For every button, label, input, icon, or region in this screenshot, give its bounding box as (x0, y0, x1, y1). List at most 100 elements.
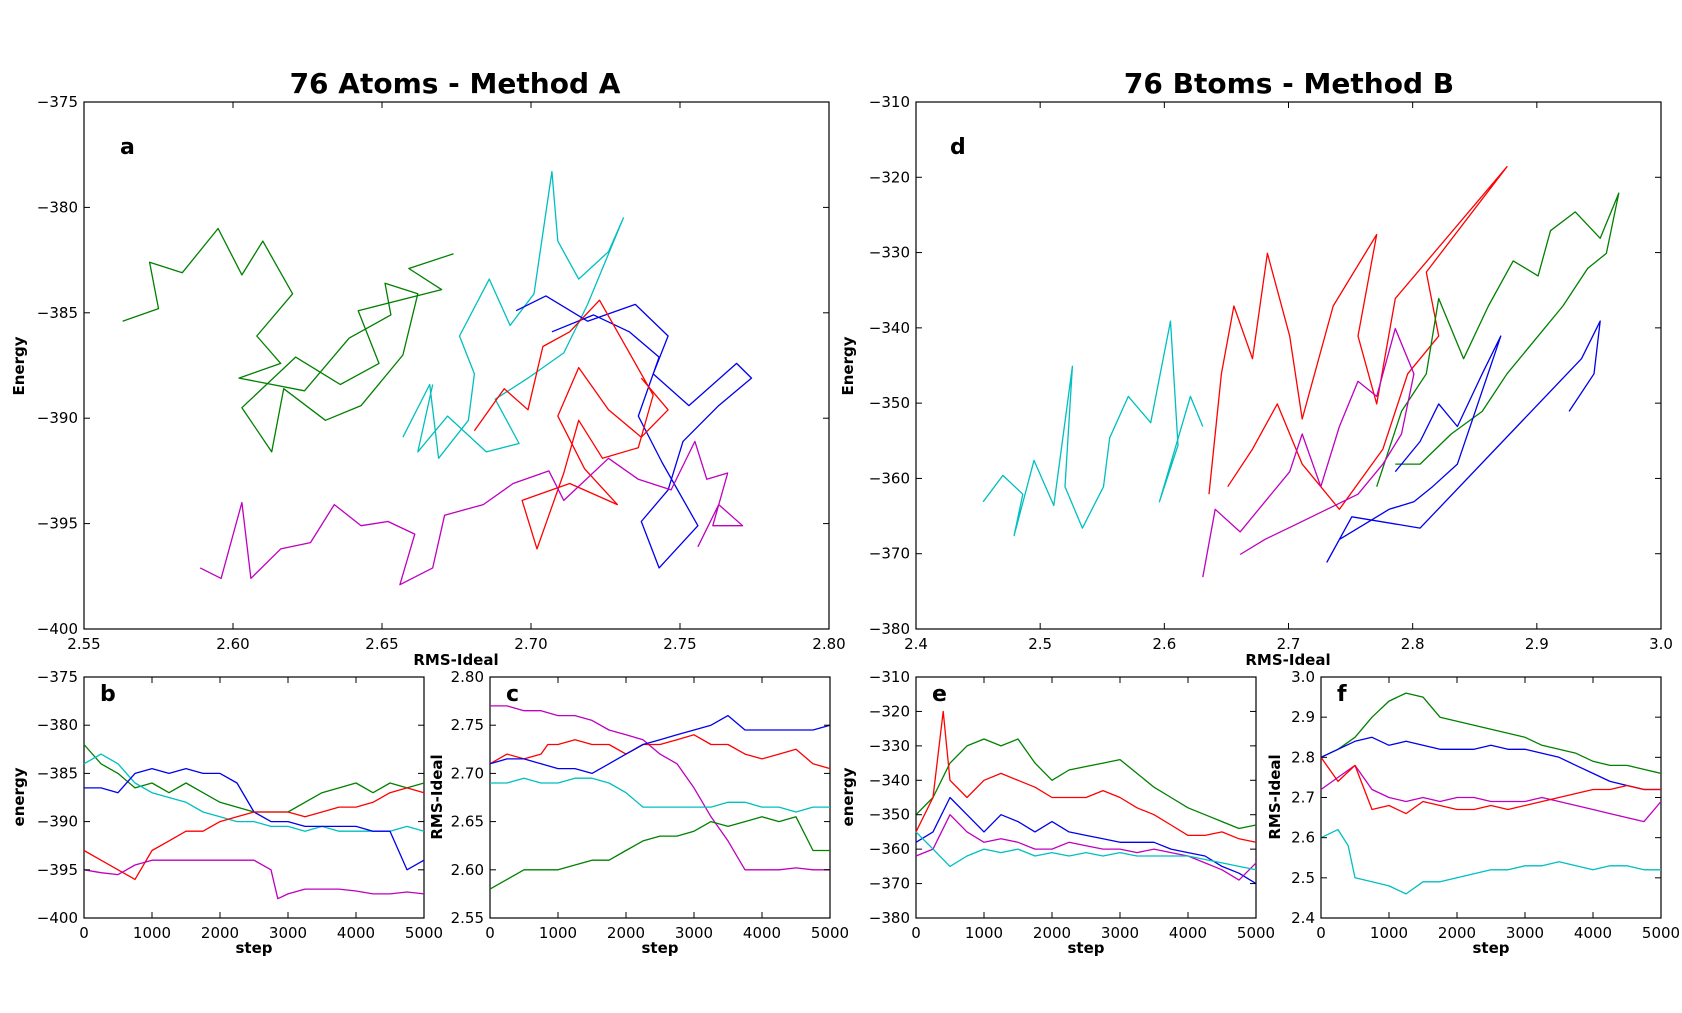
panel-f-traces (1320, 692, 1662, 895)
panel-d-traces (982, 166, 1620, 578)
panel-f-series-red (1320, 756, 1661, 815)
panel-a-ytick-label: −390 (37, 409, 78, 427)
panel-b-xtick-label: 5000 (405, 924, 443, 942)
panel-e-ytick-label: −340 (869, 771, 910, 789)
panel-d-xtick-label: 3.0 (1649, 635, 1673, 653)
panel-b-ytick-label: −390 (37, 813, 78, 831)
panel-b-series-cyan (83, 753, 425, 832)
panel-b-xtick-label: 4000 (337, 924, 375, 942)
panel-a-xtick-label: 2.80 (812, 635, 845, 653)
panel-b-ylabel: energy (10, 767, 28, 826)
panel-c-ylabel: RMS-Ideal (428, 754, 446, 839)
panel-e-ytick-label: −360 (869, 840, 910, 858)
panel-d-xtick-label: 2.6 (1152, 635, 1176, 653)
panel-d-xtick-label: 2.9 (1525, 635, 1549, 653)
panel-d-ytick-label: −320 (869, 168, 910, 186)
panel-a-frame (83, 101, 830, 630)
panel-d-ytick-label: −310 (869, 93, 910, 111)
panel-b-xtick-label: 2000 (201, 924, 239, 942)
panel-d-ytick-label: −380 (869, 620, 910, 638)
panel-e-ytick-label: −310 (869, 668, 910, 686)
panel-b-frame (83, 676, 425, 919)
panel-b-letter: b (100, 682, 116, 707)
panel-d-ytick-label: −360 (869, 469, 910, 487)
panel-e-xtick-label: 5000 (1237, 924, 1275, 942)
panel-f-xtick-label: 4000 (1574, 924, 1612, 942)
panel-c-xtick-label: 0 (485, 924, 495, 942)
panel-c-xtick-label: 4000 (743, 924, 781, 942)
panel-d-ticks: 2.4 2.5 2.6 2.7 2.8 2.9 3.0 −380 −370 −360 −350 −34… (869, 93, 1673, 653)
panel-b-ticks: 0 1000 2000 3000 4000 5000 −400 −395 −390 −385 −38… (37, 668, 443, 942)
panel-e-ytick-label: −330 (869, 737, 910, 755)
panel-a-letter: a (120, 135, 135, 160)
panel-f-ytick-label: 2.9 (1291, 708, 1315, 726)
panel-c-ytick-label: 2.80 (451, 668, 484, 686)
panel-a-ytick-label: −375 (37, 93, 78, 111)
panel-a-series-magenta (199, 440, 744, 586)
panel-b-ytick-label: −385 (37, 764, 78, 782)
panel-e: 0 1000 2000 3000 4000 5000 −380 −370 −360 −350 −34… (839, 668, 1275, 957)
panel-b-xtick-label: 3000 (269, 924, 307, 942)
panel-c-ytick-label: 2.75 (451, 716, 484, 734)
panel-f-ytick-label: 2.7 (1291, 789, 1315, 807)
panel-b-xtick-label: 0 (79, 924, 89, 942)
panel-e-series-cyan (915, 831, 1257, 871)
panel-d-xlabel: RMS-Ideal (1245, 651, 1330, 669)
panel-e-letter: e (932, 682, 947, 707)
panel-c-series-green (489, 816, 830, 890)
panel-b-ytick-label: −395 (37, 861, 78, 879)
panel-a-traces (122, 170, 753, 586)
panel-a-xtick-label: 2.70 (514, 635, 547, 653)
panel-f-ticks: 0 1000 2000 3000 4000 5000 2.4 2.5 2.6 2.7 2.8 2.9 3… (1291, 668, 1680, 942)
panel-c-ytick-label: 2.60 (451, 861, 484, 879)
panel-a-title: 76 Atoms - Method A (290, 67, 621, 100)
panel-f-xtick-label: 0 (1316, 924, 1326, 942)
panel-d-xtick-label: 2.8 (1401, 635, 1425, 653)
panel-f-frame (1320, 676, 1662, 919)
panel-a-xlabel: RMS-Ideal (413, 651, 498, 669)
panel-e-ytick-label: −370 (869, 875, 910, 893)
panel-a-xtick-label: 2.75 (663, 635, 696, 653)
panel-b-xtick-label: 1000 (133, 924, 171, 942)
panel-f-ylabel: RMS-Ideal (1266, 754, 1284, 839)
panel-d-ylabel: Energy (839, 336, 857, 395)
panel-a-series-cyan (402, 170, 625, 459)
panel-a-xtick-label: 2.55 (67, 635, 100, 653)
panel-b-series-red (83, 787, 425, 881)
panel-f-ytick-label: 2.6 (1291, 829, 1315, 847)
panel-c-series-blue (489, 714, 831, 775)
panel-f-series-blue (1320, 736, 1661, 791)
panel-f-ytick-label: 2.4 (1291, 909, 1315, 927)
panel-f-series-green (1320, 692, 1662, 775)
panel-f-ytick-label: 2.8 (1291, 748, 1315, 766)
panel-f: 0 1000 2000 3000 4000 5000 2.4 2.5 2.6 2.7 2.8 2.9 3… (1266, 668, 1680, 957)
panel-c-series-magenta (490, 705, 830, 871)
panel-e-ytick-label: −320 (869, 702, 910, 720)
panel-a-series-green (122, 227, 454, 453)
panel-c-xtick-label: 2000 (607, 924, 645, 942)
panel-d-series-green (1376, 192, 1620, 487)
panel-e-series-blue (915, 796, 1257, 885)
panel-a: 76 Atoms - Method A 2.55 2.60 2.65 2.70 2.75… (10, 67, 846, 669)
panel-b-ytick-label: −400 (37, 909, 78, 927)
panel-e-xlabel: step (1067, 939, 1104, 957)
panel-d-letter: d (950, 135, 966, 160)
panel-a-series-blue (515, 295, 753, 569)
panel-a-ytick-label: −400 (37, 620, 78, 638)
panel-f-xtick-label: 3000 (1506, 924, 1544, 942)
panel-a-ticks: 2.55 2.60 2.65 2.70 2.75 2.80 −400 −395 −390 −385… (37, 93, 846, 653)
panel-b-ytick-label: −380 (37, 716, 78, 734)
panel-a-ytick-label: −395 (37, 515, 78, 533)
panel-a-xtick-label: 2.60 (216, 635, 249, 653)
panel-b-series-magenta (83, 859, 425, 900)
panel-c-xlabel: step (641, 939, 678, 957)
panel-e-ytick-label: −350 (869, 806, 910, 824)
panel-f-xtick-label: 5000 (1642, 924, 1680, 942)
panel-e-xtick-label: 1000 (965, 924, 1003, 942)
panel-c-ticks: 0 1000 2000 3000 4000 5000 2.55 2.60 2.65 2.70 2.7… (451, 668, 850, 942)
panel-f-series-magenta (1320, 764, 1662, 823)
panel-a-ytick-label: −385 (37, 304, 78, 322)
panel-f-ytick-label: 2.5 (1291, 869, 1315, 887)
panel-b-ytick-label: −375 (37, 668, 78, 686)
